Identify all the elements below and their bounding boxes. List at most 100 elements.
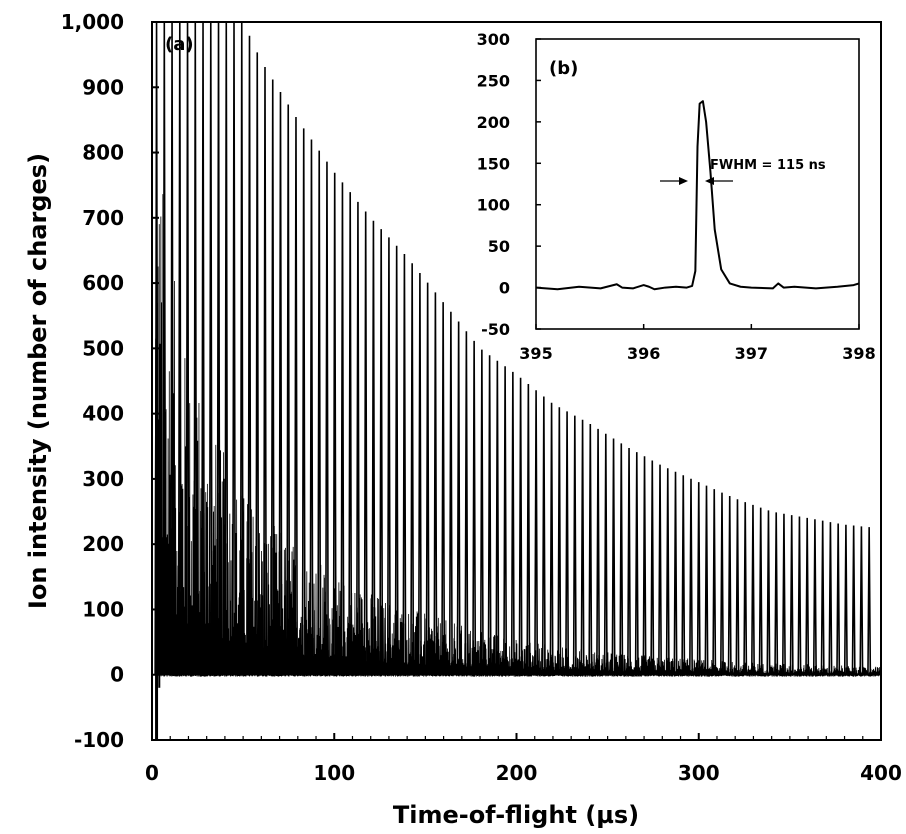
peak-mark [704,485,709,675]
inset-x-tick-label: 395 [519,344,552,363]
peak-mark [867,527,872,675]
peak-mark [572,415,577,675]
peak-mark [232,22,237,675]
peak-mark [355,201,360,675]
peak-mark [611,438,616,675]
peak-mark [208,22,213,675]
fwhm-annotation: FWHM = 115 ns [660,158,826,185]
inset-y-tick-label: 0 [499,279,510,298]
peak-mark [510,371,515,675]
peak-mark [286,104,291,675]
peak-mark [743,502,748,675]
peak-mark [402,254,407,675]
fwhm-arrowhead-right [705,177,714,185]
peak-mark [340,182,345,675]
peak-mark [309,139,314,675]
peak-mark [758,507,763,675]
peak-mark [859,526,864,675]
peak-mark [193,22,198,675]
peak-mark [239,22,244,675]
panel-label-a: (a) [165,34,194,55]
peak-mark [580,419,585,675]
y-tick-label: 1,000 [61,10,124,34]
peak-mark [797,516,802,675]
peak-mark [549,402,554,675]
peak-mark [565,411,570,675]
y-tick-label: 800 [82,141,124,165]
peak-mark [255,52,260,675]
inset-series-group [536,100,859,291]
peak-mark [185,22,190,675]
peak-mark [479,349,484,675]
peak-mark [456,321,461,675]
peak-mark [781,513,786,675]
fwhm-label: FWHM = 115 ns [710,158,826,173]
peak-mark [448,311,453,675]
y-axis-title: Ion intensity (number of charges) [24,153,52,609]
peak-mark [170,22,175,675]
inset-x-tick-label: 396 [627,344,660,363]
peak-mark [379,229,384,675]
peak-mark [417,272,422,675]
peak-mark [603,433,608,675]
inset-x-tick-label: 398 [842,344,875,363]
inset-background [525,39,859,329]
peak-mark [526,384,531,675]
peak-mark [386,237,391,675]
main-plot: 0 100 200 300 400-10001002003004005006007008… [24,10,902,829]
y-tick-label: 100 [82,597,124,621]
peak-mark [503,366,508,675]
peak-mark [270,79,275,675]
y-tick-label: 200 [82,532,124,556]
y-tick-label: 0 [110,663,124,687]
peak-mark [495,360,500,675]
inset-signal-line [536,100,859,291]
peak-mark [634,452,639,675]
peak-mark [719,492,724,675]
peak-mark [766,510,771,675]
peak-mark [162,22,167,675]
fwhm-arrowhead-left [679,177,688,185]
inset-plot: 395 396 397 398 -50 0 50 100 150 200 250 300 (b) FW… [477,30,876,363]
peak-mark [828,522,833,675]
peak-mark [557,407,562,675]
peak-mark [696,482,701,675]
peak-mark [681,475,686,675]
peak-mark [487,355,492,675]
panel-label-b: (b) [549,58,578,79]
peak-mark [712,489,717,675]
x-tick-label: 300 [678,761,720,785]
inset-x-tick-label: 397 [735,344,768,363]
peak-mark [348,192,353,675]
main-tick-group: 0 100 200 300 400-10001002003004005006007008… [61,10,902,785]
peak-mark [665,468,670,675]
peak-mark [627,447,632,675]
peak-mark [774,512,779,675]
peak-mark [812,519,817,675]
peak-mark [263,67,267,675]
inset-y-tick-label: 50 [488,237,510,256]
peak-mark [441,302,446,675]
y-tick-label: 400 [82,402,124,426]
peak-mark [317,150,322,675]
peak-mark [642,456,647,675]
y-tick-label: -100 [74,728,124,752]
inset-y-tick-label: 200 [477,113,510,132]
x-tick-label: 100 [313,761,355,785]
inset-y-tick-label: 250 [477,71,510,90]
peak-mark [332,172,337,675]
peak-mark [689,478,693,675]
peak-mark [735,499,740,675]
peak-mark [464,331,469,675]
inset-y-tick-label: 100 [477,196,510,215]
peak-mark [201,22,206,675]
peak-mark [851,525,856,675]
peak-mark [425,282,430,675]
peak-mark [278,91,283,675]
peak-mark [301,128,306,675]
y-tick-label: 500 [82,336,124,360]
inset-plot-frame [535,38,860,330]
peak-mark [820,520,825,675]
peak-mark [534,390,539,675]
